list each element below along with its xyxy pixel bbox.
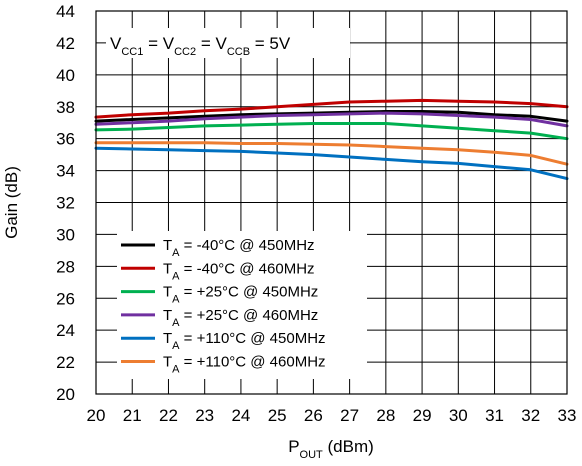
x-title-main: P: [288, 437, 299, 456]
legend-label-main: T: [163, 354, 172, 371]
annotation-box: [106, 28, 350, 58]
series-lines: [94, 98, 569, 181]
annotation-part: CC1: [121, 46, 143, 58]
legend-label-rest: = +25°C @ 460MHz: [180, 307, 319, 324]
x-tick-labels: 20 21 22 23 24 25 26 27 28 29 30 31 32 33: [87, 406, 577, 425]
x-tick-label: 24: [231, 406, 250, 425]
legend-label-rest: = +110°C @ 450MHz: [180, 330, 326, 347]
annotation-text: VCC1 = VCC2 = VCCB = 5V: [110, 34, 291, 58]
x-tick-label: 20: [87, 406, 106, 425]
legend-label-sub: A: [172, 270, 180, 282]
y-tick-label: 22: [56, 353, 75, 372]
y-tick-label: 28: [56, 257, 75, 276]
legend-label-6: TA = +110°C @ 460MHz: [163, 354, 326, 376]
y-tick-label: 36: [56, 130, 75, 149]
x-tick-label: 32: [521, 406, 540, 425]
legend-label-1: TA = -40°C @ 450MHz: [163, 237, 315, 259]
legend-label-main: T: [163, 330, 172, 347]
y-tick-label: 26: [56, 289, 75, 308]
annotation-part: = 5V: [250, 34, 291, 53]
series-line-1: [94, 110, 569, 123]
legend-label-3: TA = +25°C @ 450MHz: [163, 284, 318, 306]
y-tick-label: 34: [56, 162, 75, 181]
y-tick-label: 30: [56, 225, 75, 244]
x-tick-label: 31: [485, 406, 504, 425]
series-line-2: [94, 98, 569, 119]
plot-frame: [95, 10, 568, 395]
legend-label-2: TA = -40°C @ 460MHz: [163, 260, 315, 282]
series-line-6: [94, 141, 569, 166]
legend-label-rest: = +110°C @ 460MHz: [180, 354, 326, 371]
series-line-3: [94, 122, 569, 141]
legend-box: [117, 231, 367, 379]
legend-label-sub: A: [172, 317, 180, 329]
x-tick-label: 23: [195, 406, 214, 425]
legend-label-rest: = +25°C @ 450MHz: [180, 284, 319, 301]
x-tick-label: 27: [340, 406, 359, 425]
x-tick-label: 28: [376, 406, 395, 425]
annotation-part: = V: [143, 34, 174, 53]
x-tick-label: 30: [449, 406, 468, 425]
legend-label-main: T: [163, 237, 172, 254]
legend-label-main: T: [163, 307, 172, 324]
legend-label-main: T: [163, 284, 172, 301]
x-tick-label: 26: [304, 406, 323, 425]
y-tick-label: 42: [56, 34, 75, 53]
y-tick-label: 32: [56, 194, 75, 213]
y-tick-label: 38: [56, 98, 75, 117]
x-axis-title: POUT (dBm): [288, 437, 374, 461]
x-title-rest: (dBm): [323, 437, 374, 456]
legend-label-sub: A: [172, 340, 180, 352]
y-tick-label: 20: [56, 385, 75, 404]
legend-label-main: T: [163, 260, 172, 277]
legend-label-sub: A: [172, 247, 180, 259]
x-tick-label: 29: [413, 406, 432, 425]
annotation-part: CCB: [227, 46, 250, 58]
series-line-4: [94, 111, 569, 128]
y-tick-labels: 20 22 24 26 28 30 32 34 36 38 40 42 44: [56, 2, 75, 404]
annotation-part: CC2: [174, 46, 196, 58]
y-tick-label: 44: [56, 2, 75, 21]
x-tick-label: 33: [558, 406, 577, 425]
x-tick-label: 21: [123, 406, 142, 425]
annotation-part: = V: [196, 34, 227, 53]
y-tick-label: 24: [56, 321, 75, 340]
legend-label-sub: A: [172, 294, 180, 306]
legend-label-sub: A: [172, 364, 180, 376]
legend-label-4: TA = +25°C @ 460MHz: [163, 307, 318, 329]
legend-label-rest: = -40°C @ 460MHz: [180, 260, 315, 277]
y-tick-label: 40: [56, 66, 75, 85]
legend-label-rest: = -40°C @ 450MHz: [180, 237, 315, 254]
annotation-part: V: [110, 34, 122, 53]
x-tick-label: 25: [268, 406, 287, 425]
supply-voltage-annotation: VCC1 = VCC2 = VCCB = 5V: [106, 28, 350, 58]
series-line-5: [94, 146, 569, 181]
legend-label-5: TA = +110°C @ 450MHz: [163, 330, 326, 352]
y-axis-title: Gain (dB): [2, 166, 21, 239]
x-tick-label: 22: [159, 406, 178, 425]
x-title-sub: OUT: [300, 449, 324, 461]
